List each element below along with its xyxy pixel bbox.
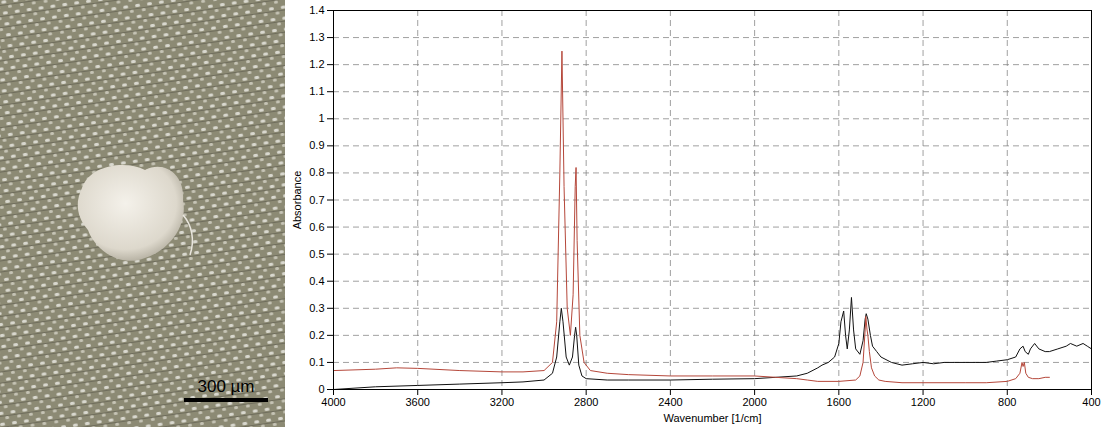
svg-text:Wavenumber [1/cm]: Wavenumber [1/cm] [663, 412, 761, 424]
svg-text:2800: 2800 [574, 396, 598, 408]
svg-text:0.8: 0.8 [309, 166, 324, 178]
svg-text:2400: 2400 [658, 396, 682, 408]
svg-text:0.1: 0.1 [309, 356, 324, 368]
svg-text:1: 1 [318, 112, 324, 124]
svg-text:Absorbance: Absorbance [291, 171, 303, 230]
svg-text:1.1: 1.1 [309, 85, 324, 97]
svg-text:0.4: 0.4 [309, 275, 324, 287]
svg-text:1.3: 1.3 [309, 31, 324, 43]
svg-text:400: 400 [1082, 396, 1100, 408]
svg-text:0.2: 0.2 [309, 329, 324, 341]
svg-text:0.3: 0.3 [309, 302, 324, 314]
svg-text:0.5: 0.5 [309, 248, 324, 260]
svg-text:0: 0 [318, 383, 324, 395]
svg-text:4000: 4000 [321, 396, 345, 408]
svg-text:3200: 3200 [490, 396, 514, 408]
svg-text:1600: 1600 [827, 396, 851, 408]
svg-text:1.4: 1.4 [309, 4, 324, 16]
svg-text:0.7: 0.7 [309, 194, 324, 206]
svg-text:2000: 2000 [742, 396, 766, 408]
svg-text:1.2: 1.2 [309, 58, 324, 70]
svg-text:1200: 1200 [911, 396, 935, 408]
svg-text:800: 800 [998, 396, 1016, 408]
svg-text:300 µm: 300 µm [197, 377, 254, 396]
svg-text:0.6: 0.6 [309, 221, 324, 233]
svg-text:3600: 3600 [405, 396, 429, 408]
svg-text:0.9: 0.9 [309, 139, 324, 151]
